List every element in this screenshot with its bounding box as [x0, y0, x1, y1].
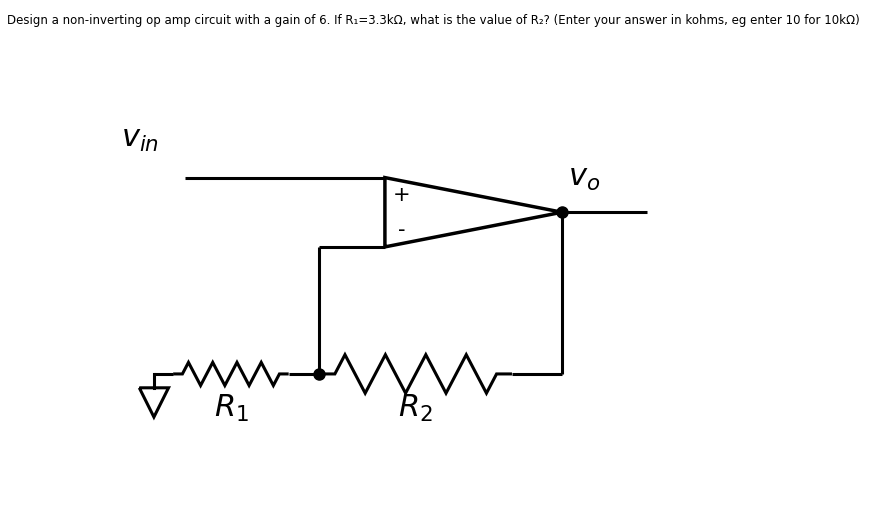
Text: Design a non-inverting op amp circuit with a gain of 6. If R₁=3.3kΩ, what is the: Design a non-inverting op amp circuit wi…: [7, 14, 860, 27]
Text: $R_2$: $R_2$: [398, 393, 433, 424]
Text: $\mathit{v}_o$: $\mathit{v}_o$: [568, 162, 600, 193]
Text: $\mathit{v}_{in}$: $\mathit{v}_{in}$: [121, 124, 159, 154]
Text: -: -: [398, 220, 406, 240]
Text: +: +: [393, 184, 410, 204]
Text: $R_1$: $R_1$: [214, 393, 248, 424]
